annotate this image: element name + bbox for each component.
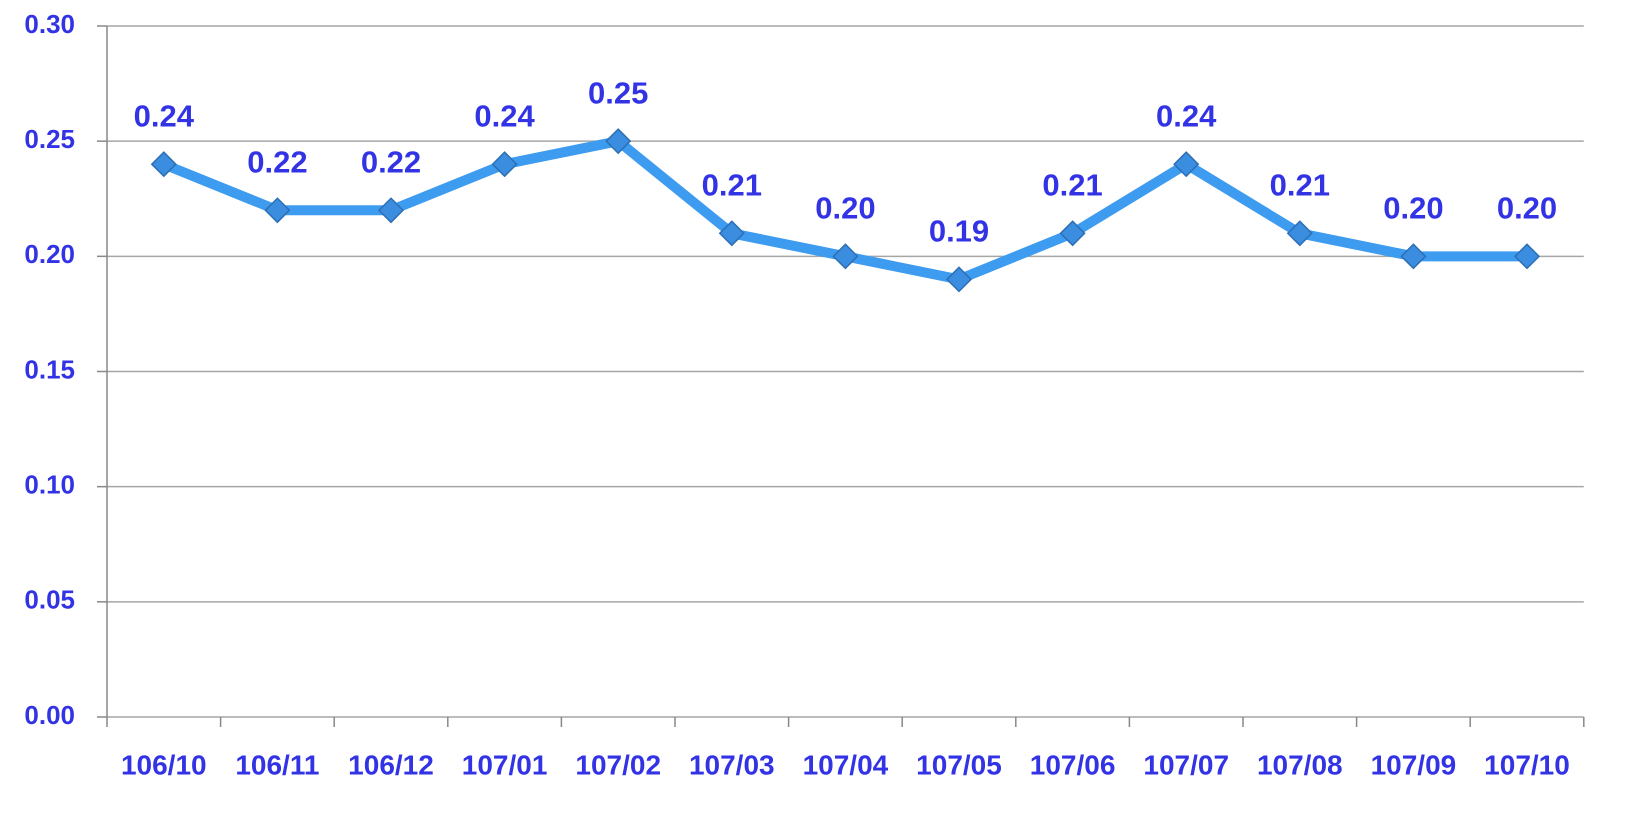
marker <box>945 266 973 293</box>
y-tick-label: 0.10 <box>24 470 75 500</box>
data-label: 0.22 <box>361 144 421 179</box>
data-label: 0.19 <box>929 214 989 249</box>
marker <box>1286 220 1313 247</box>
x-tick-label: 106/10 <box>121 749 207 780</box>
y-tick-label: 0.25 <box>24 124 75 154</box>
y-tick-label: 0.20 <box>24 239 75 269</box>
x-tick-label: 107/03 <box>689 749 775 780</box>
data-label: 0.24 <box>474 98 535 133</box>
x-tick-label: 107/07 <box>1143 749 1229 780</box>
data-label: 0.22 <box>247 144 307 179</box>
x-tick-label: 107/01 <box>462 749 548 780</box>
data-label: 0.25 <box>588 75 648 110</box>
x-tick-label: 107/10 <box>1484 749 1570 780</box>
x-tick-label: 107/06 <box>1030 749 1116 780</box>
marker <box>605 128 632 155</box>
y-tick-label: 0.30 <box>24 9 75 39</box>
marker <box>832 243 859 270</box>
x-tick-label: 106/11 <box>235 749 319 780</box>
marker <box>1513 243 1541 270</box>
x-tick-label: 107/05 <box>916 749 1002 780</box>
data-label: 0.21 <box>1270 167 1330 202</box>
data-label: 0.20 <box>815 191 875 226</box>
data-label: 0.21 <box>1042 167 1102 202</box>
marker <box>1173 151 1200 178</box>
y-tick-label: 0.00 <box>24 700 75 730</box>
y-tick-label: 0.05 <box>24 585 75 615</box>
data-label: 0.21 <box>702 167 762 202</box>
x-tick-label: 107/09 <box>1371 749 1457 780</box>
y-tick-label: 0.15 <box>24 354 75 384</box>
data-label: 0.24 <box>1156 98 1217 133</box>
marker <box>377 197 405 224</box>
marker <box>150 151 177 178</box>
x-tick-label: 106/12 <box>348 749 434 780</box>
x-tick-label: 107/08 <box>1257 749 1343 780</box>
data-label: 0.20 <box>1383 191 1443 226</box>
marker <box>491 151 518 178</box>
x-tick-label: 107/02 <box>575 749 661 780</box>
marker <box>264 197 291 224</box>
marker <box>1400 243 1427 270</box>
data-label: 0.24 <box>134 98 195 133</box>
marker <box>1059 220 1086 247</box>
x-tick-label: 107/04 <box>803 749 889 780</box>
marker <box>718 220 745 247</box>
data-label: 0.20 <box>1497 191 1557 226</box>
